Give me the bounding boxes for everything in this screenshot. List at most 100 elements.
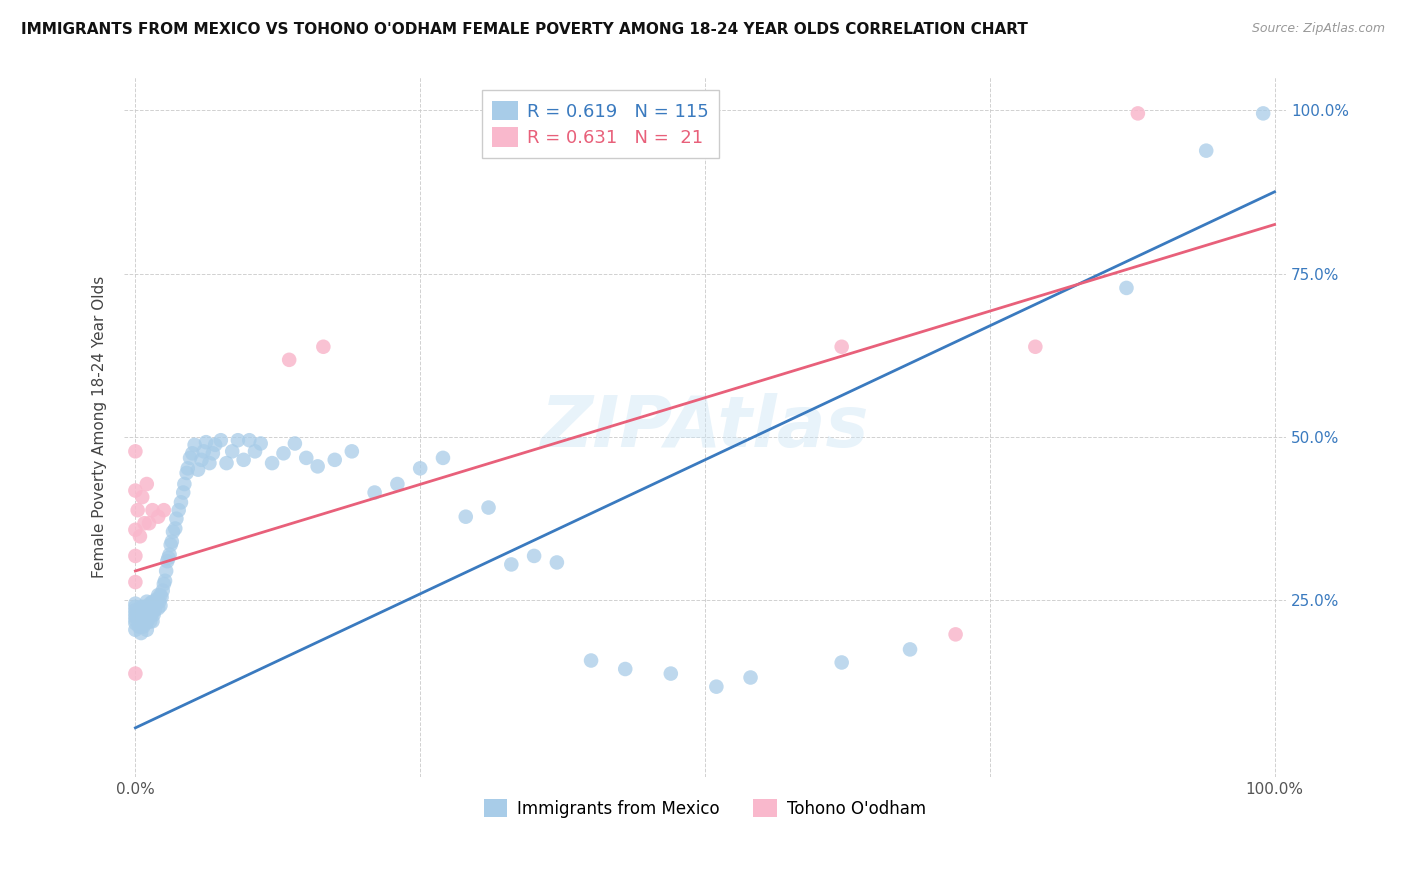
Point <box>153 577 176 591</box>
Point <box>128 607 150 621</box>
Point <box>284 436 307 450</box>
Point <box>150 590 173 604</box>
Point <box>152 583 174 598</box>
Point <box>135 616 157 631</box>
Point <box>141 503 163 517</box>
Point <box>129 626 152 640</box>
Point <box>204 438 226 452</box>
Point <box>160 534 183 549</box>
Point <box>156 554 179 568</box>
Point <box>148 595 170 609</box>
Point <box>129 619 152 633</box>
Point <box>146 601 169 615</box>
Point <box>706 680 728 694</box>
Point <box>146 592 169 607</box>
Point <box>141 599 163 613</box>
Point <box>1195 144 1218 158</box>
Point <box>167 503 190 517</box>
Point <box>165 521 187 535</box>
Point <box>659 666 682 681</box>
Point <box>135 601 157 615</box>
Point <box>129 603 152 617</box>
Point <box>165 511 187 525</box>
Point <box>249 436 271 450</box>
Point <box>153 574 176 588</box>
Point <box>139 605 162 619</box>
Point <box>146 588 169 602</box>
Point <box>179 450 201 465</box>
Point <box>209 434 232 448</box>
Point <box>432 450 454 465</box>
Point <box>226 434 249 448</box>
Y-axis label: Female Poverty Among 18-24 Year Olds: Female Poverty Among 18-24 Year Olds <box>93 276 107 578</box>
Point <box>387 477 409 491</box>
Text: IMMIGRANTS FROM MEXICO VS TOHONO O'ODHAM FEMALE POVERTY AMONG 18-24 YEAR OLDS CO: IMMIGRANTS FROM MEXICO VS TOHONO O'ODHAM… <box>21 22 1028 37</box>
Point <box>124 613 146 627</box>
Point <box>142 607 165 622</box>
Point <box>124 483 146 498</box>
Point <box>176 466 198 480</box>
Point <box>132 599 155 614</box>
Point <box>132 609 155 624</box>
Point <box>124 609 146 624</box>
Point <box>546 556 568 570</box>
Point <box>129 529 152 543</box>
Point <box>340 444 363 458</box>
Point <box>135 599 157 614</box>
Point <box>501 558 523 572</box>
Point <box>139 597 162 611</box>
Point <box>134 516 156 531</box>
Point <box>127 503 149 517</box>
Point <box>124 603 146 617</box>
Point <box>159 548 181 562</box>
Point <box>145 597 167 611</box>
Point <box>131 490 153 504</box>
Point <box>183 438 205 452</box>
Point <box>323 453 346 467</box>
Point <box>614 662 637 676</box>
Point <box>143 603 166 617</box>
Point <box>131 609 153 624</box>
Point <box>129 599 152 614</box>
Point <box>138 609 160 624</box>
Point <box>135 623 157 637</box>
Point <box>1126 106 1149 120</box>
Legend: Immigrants from Mexico, Tohono O'odham: Immigrants from Mexico, Tohono O'odham <box>478 792 932 824</box>
Point <box>198 456 221 470</box>
Point <box>153 503 176 517</box>
Point <box>238 434 260 448</box>
Point <box>170 495 193 509</box>
Point <box>132 619 155 633</box>
Point <box>740 671 762 685</box>
Point <box>295 450 318 465</box>
Point <box>141 615 163 629</box>
Point <box>157 550 180 565</box>
Point <box>831 656 853 670</box>
Point <box>307 459 329 474</box>
Point <box>141 595 163 609</box>
Point <box>278 352 301 367</box>
Point <box>1251 106 1274 120</box>
Point <box>195 435 218 450</box>
Point <box>134 613 156 627</box>
Point <box>1115 281 1137 295</box>
Point <box>136 613 159 627</box>
Point <box>273 446 295 460</box>
Point <box>131 603 153 617</box>
Point <box>124 599 146 614</box>
Point <box>831 340 853 354</box>
Point <box>134 607 156 621</box>
Point <box>945 627 967 641</box>
Point <box>139 615 162 629</box>
Point <box>187 463 209 477</box>
Point <box>128 613 150 627</box>
Point <box>142 599 165 613</box>
Text: ZIPAtlas: ZIPAtlas <box>541 392 869 462</box>
Point <box>136 603 159 617</box>
Point <box>312 340 335 354</box>
Point <box>159 538 181 552</box>
Point <box>138 599 160 614</box>
Point <box>173 477 195 491</box>
Point <box>124 444 146 458</box>
Point <box>162 524 184 539</box>
